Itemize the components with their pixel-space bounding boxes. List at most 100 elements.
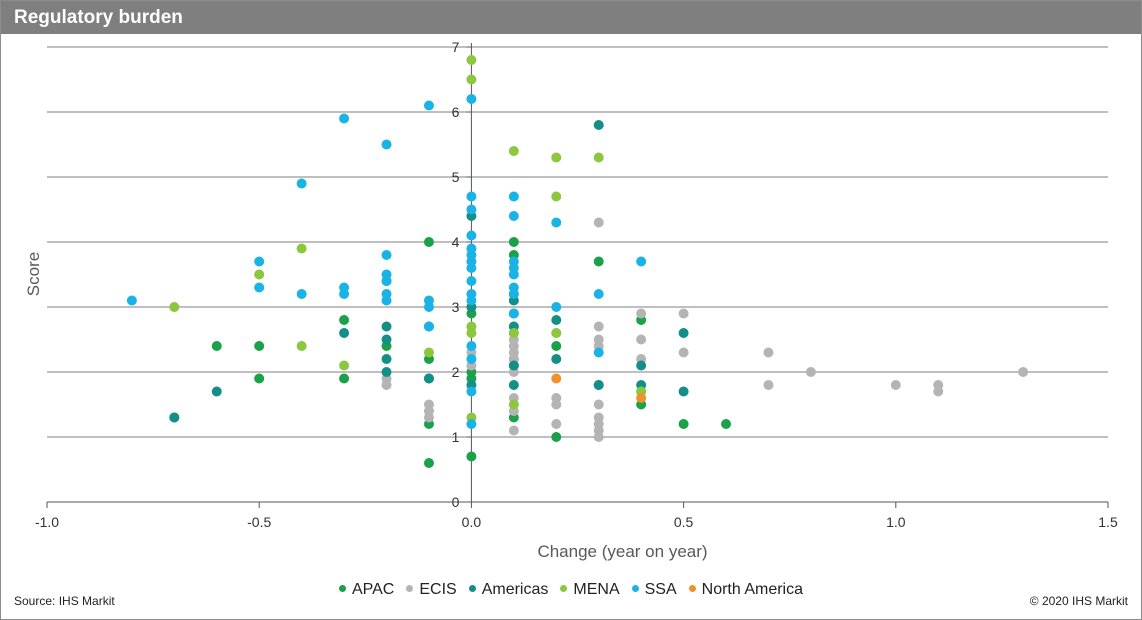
legend-label: ECIS xyxy=(419,581,457,598)
data-point-ecis xyxy=(890,380,901,390)
data-point-mena xyxy=(254,269,265,280)
data-point-mena xyxy=(296,243,307,254)
source-note: Source: IHS Markit xyxy=(14,594,115,608)
data-point-americas xyxy=(211,386,222,397)
data-point-ssa xyxy=(381,295,392,306)
x-tick-label: 1.0 xyxy=(886,514,906,530)
x-tick-label: -1.0 xyxy=(35,514,59,530)
data-point-mena xyxy=(551,328,562,338)
legend-label: MENA xyxy=(573,581,620,598)
legend-marker xyxy=(406,585,414,593)
data-point-apac xyxy=(339,373,350,384)
data-point-apac xyxy=(551,341,562,351)
y-tick-label: 3 xyxy=(452,299,460,315)
data-point-ssa xyxy=(593,289,604,299)
data-point-americas xyxy=(423,373,434,384)
data-point-americas xyxy=(593,380,604,390)
y-tick-label: 7 xyxy=(452,39,460,55)
legend-item-apac: APAC xyxy=(338,581,395,599)
data-point-apac xyxy=(508,237,519,247)
data-point-ecis xyxy=(423,412,434,423)
data-point-americas xyxy=(508,380,519,390)
legend-marker xyxy=(560,585,568,593)
y-tick-label: 2 xyxy=(452,364,460,380)
data-point-ssa xyxy=(466,204,477,215)
data-point-americas xyxy=(636,360,647,371)
data-point-ssa xyxy=(254,282,265,293)
data-point-ssa xyxy=(126,295,137,306)
data-point-ecis xyxy=(551,399,562,410)
data-point-ssa xyxy=(254,256,265,267)
y-tick-label: 4 xyxy=(452,234,460,250)
data-point-mena xyxy=(296,341,307,351)
legend-item-americas: Americas xyxy=(468,581,548,599)
legend-item-ecis: ECIS xyxy=(406,581,457,599)
data-point-ssa xyxy=(423,100,434,111)
data-point-ecis xyxy=(763,347,774,358)
data-point-ssa xyxy=(551,302,562,312)
data-point-ecis xyxy=(678,347,689,358)
data-point-ssa xyxy=(508,308,519,319)
data-point-americas xyxy=(551,354,562,364)
data-point-mena xyxy=(508,399,519,410)
chart-title: Regulatory burden xyxy=(14,7,183,28)
data-point-apac xyxy=(339,315,350,325)
data-point-americas xyxy=(169,412,180,423)
data-point-ssa xyxy=(381,276,392,286)
data-point-americas xyxy=(593,120,604,130)
data-point-ssa xyxy=(466,94,477,104)
data-point-mena xyxy=(508,146,519,156)
data-point-ecis xyxy=(551,419,562,429)
data-point-ssa xyxy=(339,113,350,124)
y-axis-title: Score xyxy=(24,252,43,296)
data-point-apac xyxy=(423,237,434,247)
data-point-mena xyxy=(423,347,434,358)
data-point-ssa xyxy=(296,289,307,299)
data-point-ssa xyxy=(466,295,477,306)
y-tick-label: 0 xyxy=(452,494,460,510)
data-point-apac xyxy=(678,419,689,429)
y-tick-label: 5 xyxy=(452,169,460,185)
data-point-ecis xyxy=(381,380,392,390)
data-point-ecis xyxy=(636,334,647,345)
data-point-ssa xyxy=(593,347,604,358)
data-point-ssa xyxy=(381,250,392,260)
data-point-ecis xyxy=(805,367,816,377)
data-point-mena xyxy=(551,191,562,202)
data-point-ecis xyxy=(763,380,774,390)
data-point-apac xyxy=(466,451,477,462)
data-point-ssa xyxy=(466,276,477,286)
data-point-ssa xyxy=(508,211,519,221)
data-point-americas xyxy=(508,360,519,371)
legend-label: APAC xyxy=(351,581,395,598)
data-point-americas xyxy=(339,328,350,338)
legend-marker xyxy=(468,585,476,593)
data-point-mena xyxy=(593,152,604,163)
data-point-mena xyxy=(339,360,350,371)
data-point-ecis xyxy=(593,217,604,228)
data-point-americas xyxy=(551,315,562,325)
legend-marker xyxy=(338,585,346,593)
data-point-ssa xyxy=(466,341,477,351)
data-point-ecis xyxy=(593,399,604,410)
data-point-mena xyxy=(466,55,477,65)
title-bar: Regulatory burden xyxy=(1,1,1141,34)
data-point-americas xyxy=(381,354,392,364)
data-point-apac xyxy=(593,256,604,267)
legend-marker xyxy=(688,585,696,593)
data-point-americas xyxy=(678,328,689,338)
data-point-ssa xyxy=(423,302,434,312)
data-point-north-america xyxy=(636,393,647,403)
data-point-ecis xyxy=(508,425,519,436)
data-point-ssa xyxy=(296,178,307,189)
data-point-ssa xyxy=(508,289,519,299)
legend: APAC ECIS Americas MENA SSA North America xyxy=(1,581,1141,599)
data-point-ssa xyxy=(466,354,477,364)
data-point-mena xyxy=(551,152,562,163)
x-tick-label: 0.0 xyxy=(462,514,482,530)
data-point-ecis xyxy=(636,308,647,319)
data-point-north-america xyxy=(551,373,562,384)
data-point-ssa xyxy=(466,386,477,397)
